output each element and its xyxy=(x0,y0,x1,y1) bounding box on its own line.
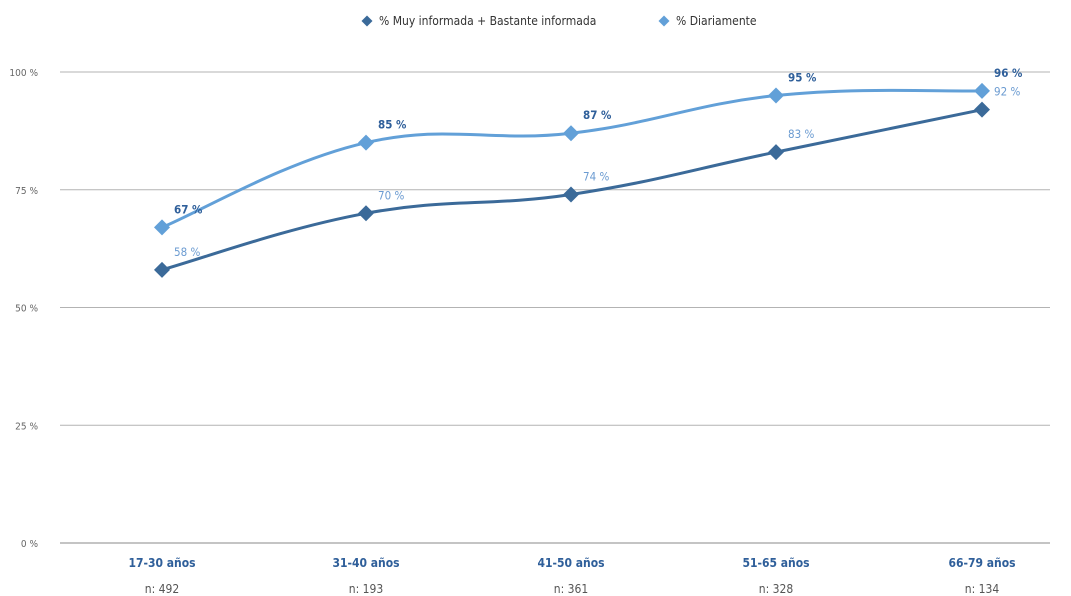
x-tick-label: 31-40 años xyxy=(332,556,399,570)
data-label: 95 % xyxy=(788,71,817,85)
series-layer: 67 % 85 % 87 % 95 % 96 % 58 % 70 % 74 % 83 % 92 % xyxy=(154,66,1023,278)
data-point xyxy=(358,134,374,151)
y-axis: 0 % 25 % 50 % 75 % 100 % xyxy=(9,68,38,550)
data-label: 92 % xyxy=(994,85,1020,99)
legend-label-diariamente: % Diariamente xyxy=(676,14,757,28)
data-point xyxy=(974,101,990,118)
data-label: 96 % xyxy=(994,66,1023,80)
x-sample-size-label: n: 134 xyxy=(965,582,1000,596)
data-label: 74 % xyxy=(583,169,609,183)
x-tick-label: 66-79 años xyxy=(948,556,1015,570)
x-tick-label: 41-50 años xyxy=(537,556,604,570)
x-sample-size-label: n: 193 xyxy=(349,582,384,596)
legend-marker-diariamente xyxy=(658,15,670,27)
legend: % Muy informada + Bastante informada % D… xyxy=(361,14,757,28)
data-point xyxy=(563,125,579,142)
x-sample-size-label: n: 361 xyxy=(554,582,589,596)
y-tick-label: 100 % xyxy=(9,68,38,79)
y-tick-label: 25 % xyxy=(15,421,38,432)
data-point xyxy=(768,144,784,161)
gridlines xyxy=(60,71,1050,544)
data-label: 87 % xyxy=(583,108,612,122)
data-label: 85 % xyxy=(378,118,407,132)
data-label: 70 % xyxy=(378,188,404,202)
x-tick-label: 51-65 años xyxy=(742,556,809,570)
x-tick-label: 17-30 años xyxy=(128,556,195,570)
y-tick-label: 0 % xyxy=(21,539,39,550)
data-label: 58 % xyxy=(174,245,200,259)
legend-marker-muy-informada xyxy=(361,15,373,27)
x-sample-size-label: n: 492 xyxy=(145,582,180,596)
data-point xyxy=(563,186,579,203)
legend-label-muy-informada: % Muy informada + Bastante informada xyxy=(379,14,596,28)
data-label: 83 % xyxy=(788,127,814,141)
data-point xyxy=(154,219,170,236)
data-point xyxy=(154,261,170,278)
series-line xyxy=(160,88,984,229)
data-point xyxy=(358,205,374,222)
x-sample-size-label: n: 328 xyxy=(759,582,794,596)
y-tick-label: 50 % xyxy=(15,304,38,315)
data-point xyxy=(974,82,990,99)
y-tick-label: 75 % xyxy=(15,186,38,197)
x-axis: 17-30 años n: 492 31-40 años n: 193 41-50 añ… xyxy=(128,556,1015,596)
data-point xyxy=(768,87,784,104)
data-label: 67 % xyxy=(174,202,203,216)
